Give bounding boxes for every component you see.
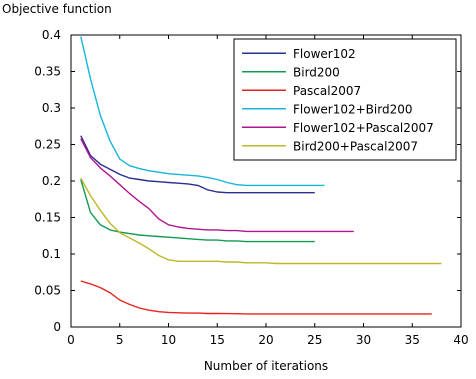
legend-label: Bird200+Pascal2007 — [293, 139, 418, 153]
x-tick-label: 15 — [210, 333, 225, 347]
x-axis-label: Number of iterations — [204, 359, 328, 373]
axis-ticks: 0 5 10 15 20 25 30 35 40 0 0.05 0.1 0.15 0.2 0.25 0.3 0.… — [34, 28, 468, 347]
x-tick-label: 20 — [258, 333, 273, 347]
y-tick-label: 0.05 — [34, 284, 61, 298]
y-tick-label: 0.15 — [34, 211, 61, 225]
x-tick-label: 35 — [405, 333, 420, 347]
legend: Flower102 Bird200 Pascal2007 Flower102+Bird… — [233, 38, 457, 161]
legend-label: Flower102+Pascal2007 — [293, 121, 434, 135]
y-tick-label: 0.1 — [42, 247, 61, 261]
series-line — [80, 135, 315, 194]
y-tick-label: 0.35 — [34, 65, 61, 79]
x-tick-label: 0 — [67, 333, 75, 347]
y-tick-label: 0.2 — [42, 174, 61, 188]
x-tick-label: 40 — [453, 333, 468, 347]
legend-label: Flower102+Bird200 — [293, 102, 412, 116]
series-line — [80, 36, 325, 187]
x-tick-label: 30 — [356, 333, 371, 347]
series-line — [80, 280, 432, 315]
y-tick-label: 0.25 — [34, 138, 61, 152]
legend-label: Flower102 — [293, 47, 356, 61]
legend-box — [233, 38, 457, 161]
x-tick-label: 5 — [116, 333, 124, 347]
series-line — [80, 179, 315, 243]
legend-label: Bird200 — [293, 65, 340, 79]
series-lines — [80, 36, 442, 315]
x-tick-label: 25 — [307, 333, 322, 347]
legend-label: Pascal2007 — [293, 84, 361, 98]
y-tick-label: 0.3 — [42, 101, 61, 115]
series-line — [80, 138, 354, 233]
y-axis-label: Objective function — [2, 2, 112, 16]
y-tick-label: 0.4 — [42, 28, 61, 42]
y-tick-label: 0 — [53, 320, 61, 334]
x-tick-label: 10 — [161, 333, 176, 347]
series-line — [80, 177, 442, 265]
